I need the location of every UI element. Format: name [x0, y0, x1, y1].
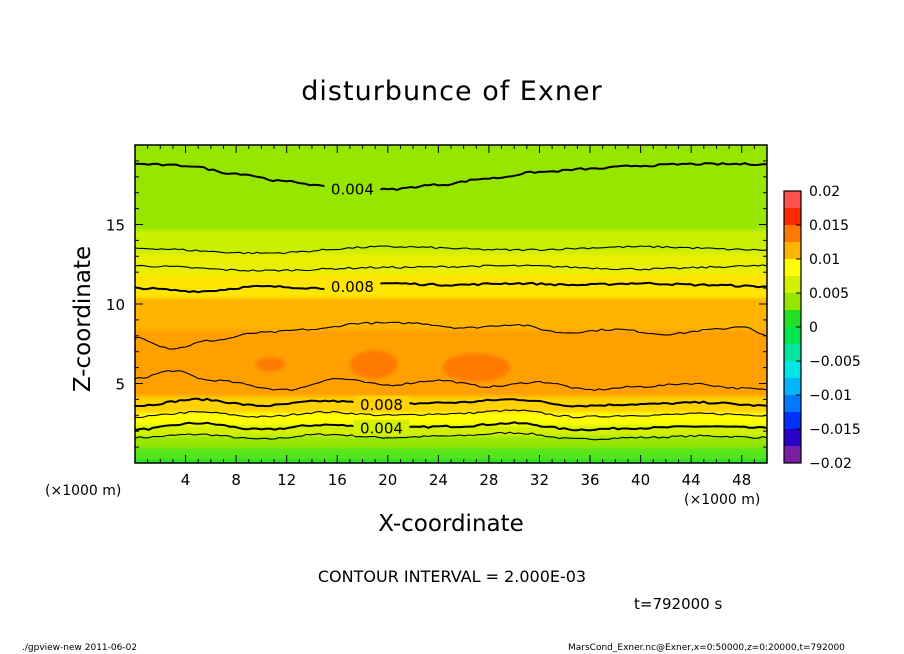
contour-interval-text: CONTOUR INTERVAL = 2.000E-03 [317, 567, 587, 586]
x-tick-label: 24 [429, 471, 448, 489]
footer-left: ./gpview-new 2011-06-02 [22, 643, 138, 653]
x-unit-label: (×1000 m) [684, 492, 761, 508]
colorbar-swatch-12 [784, 242, 801, 259]
colorbar: −0.02 −0.015 −0.01 −0.005 0 0.005 0.01 0.015 0.0… [783, 184, 861, 472]
chart-title: disturbunce of Exner [301, 76, 603, 107]
x-tick-label: 16 [328, 471, 347, 489]
colorbar-swatch-13 [784, 225, 801, 242]
x-tick-label: 40 [631, 471, 650, 489]
contour-label-bg-9 [324, 180, 381, 197]
x-tick-label: 44 [682, 471, 701, 489]
contour-label-bg-3 [353, 395, 410, 412]
x-tick-label: 48 [732, 471, 751, 489]
colorbar-tick-label: 0.005 [809, 286, 849, 302]
colorbar-tick-label: 0 [809, 320, 818, 336]
field-band-4 [135, 408, 767, 426]
colorbar-swatch-1 [784, 429, 801, 446]
colorbar-swatch-5 [784, 361, 801, 378]
x-tick-label: 36 [580, 471, 599, 489]
y-tick-label: 10 [106, 296, 125, 314]
contour-label-bg-6 [324, 278, 381, 295]
field-maximum-1 [349, 350, 398, 379]
contour-line-1 [135, 421, 767, 432]
contour-label-3: 0.008 [360, 396, 403, 414]
contour-line-6 [135, 281, 767, 294]
x-tick-label: 32 [530, 471, 549, 489]
x-tick-label: 8 [231, 471, 241, 489]
contour-line-2 [135, 409, 767, 419]
field-band-9 [135, 249, 767, 275]
colorbar-swatch-4 [784, 378, 801, 395]
colorbar-tick-label: −0.01 [809, 388, 852, 404]
colorbar-swatch-15 [784, 191, 801, 208]
contour-label-9: 0.004 [331, 180, 374, 198]
field-band-11 [135, 145, 767, 230]
y-tick-label: 5 [115, 376, 125, 394]
time-label: t=792000 s [634, 595, 723, 613]
field-maximum-2 [442, 353, 511, 382]
x-axis-label: X-coordinate [378, 511, 524, 537]
footer-right: MarsCond_Exner.nc@Exner,x=0:50000,z=0:20… [568, 643, 845, 653]
colorbar-tick-label: 0.01 [809, 252, 840, 268]
colorbar-swatch-7 [784, 327, 801, 344]
field-band-7 [135, 294, 767, 330]
field-layer [135, 145, 767, 463]
colorbar-swatch-0 [784, 446, 801, 463]
y-unit-label: (×1000 m) [45, 483, 122, 499]
colorbar-swatch-14 [784, 208, 801, 225]
colorbar-swatch-11 [784, 259, 801, 276]
contour-line-8 [135, 245, 767, 255]
contour-label-1: 0.004 [360, 420, 403, 438]
colorbar-tick-label: 0.015 [809, 218, 849, 234]
contour-line-3 [135, 397, 767, 408]
field-band-10 [135, 225, 767, 254]
contour-line-9 [135, 162, 767, 192]
colorbar-swatch-6 [784, 344, 801, 361]
colorbar-tick-label: −0.02 [809, 456, 852, 472]
y-tick-label: 15 [106, 217, 125, 235]
colorbar-swatch-10 [784, 276, 801, 293]
colorbar-swatch-9 [784, 293, 801, 310]
colorbar-tick-label: 0.02 [809, 184, 840, 200]
field-band-0 [135, 454, 767, 463]
contour-label-6: 0.008 [331, 278, 374, 296]
colorbar-swatch-8 [784, 310, 801, 327]
colorbar-tick-label: −0.005 [809, 354, 861, 370]
contour-line-5 [135, 321, 767, 350]
contour-line-7 [135, 264, 767, 272]
contour-line-0 [135, 431, 767, 441]
colorbar-swatch-3 [784, 395, 801, 412]
contour-line-4 [135, 370, 767, 391]
x-tick-label: 12 [277, 471, 296, 489]
x-tick-label: 28 [479, 471, 498, 489]
field-maximum-0 [255, 357, 286, 372]
colorbar-swatch-2 [784, 412, 801, 429]
x-tick-label: 4 [181, 471, 191, 489]
contour-label-bg-1 [353, 419, 410, 436]
x-tick-label: 20 [378, 471, 397, 489]
colorbar-tick-label: −0.015 [809, 422, 861, 438]
contour-layer: 0.004 0.008 0.008 0.004 [135, 162, 767, 441]
